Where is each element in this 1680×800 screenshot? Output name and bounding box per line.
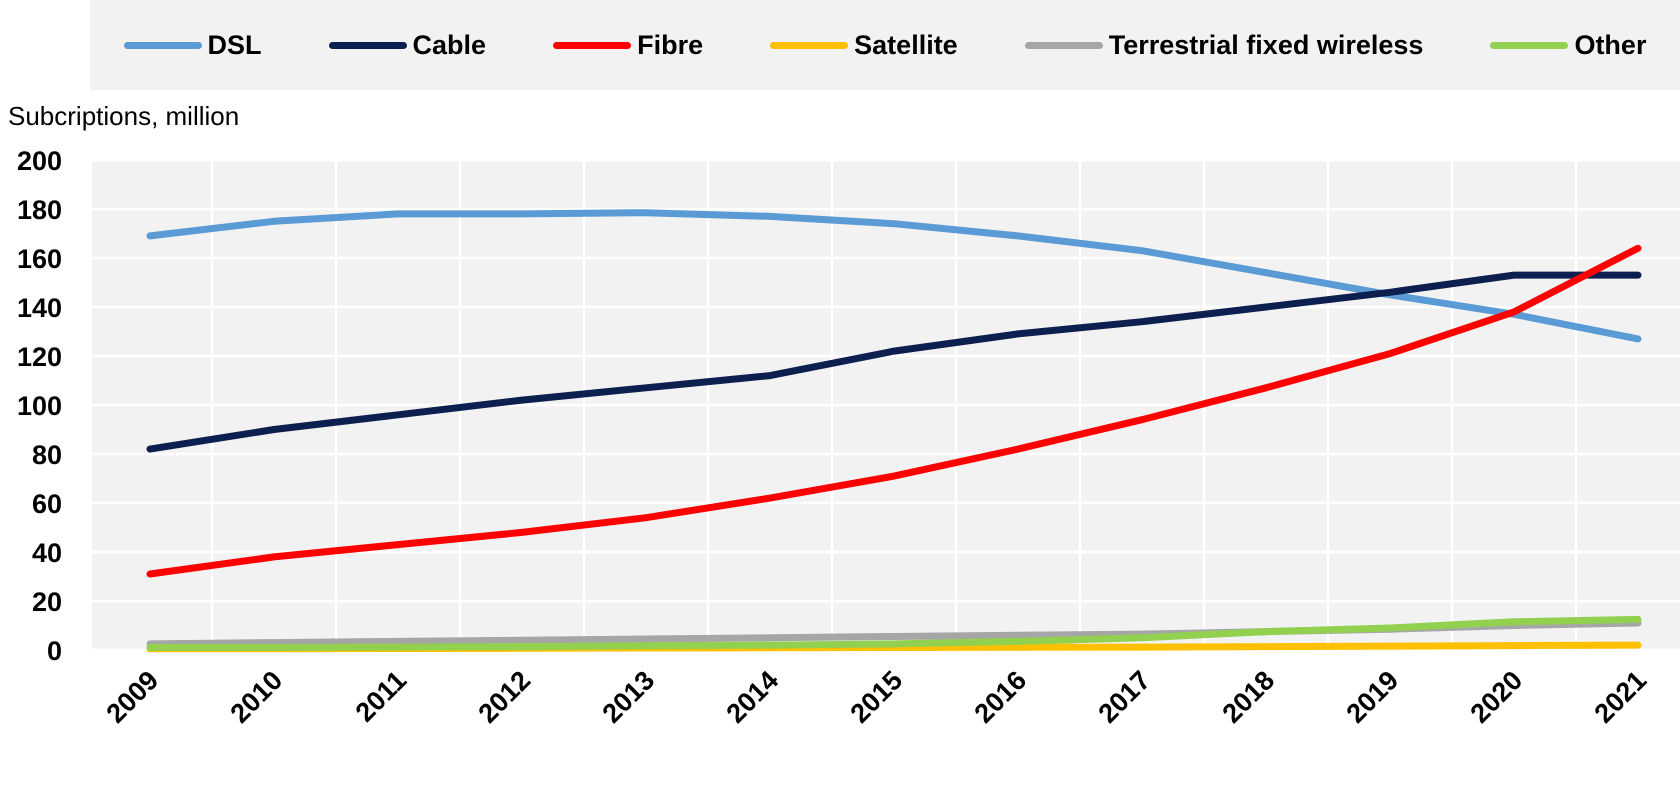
y-tick-label: 160	[17, 244, 62, 274]
y-tick-label: 60	[32, 489, 62, 519]
y-tick-label: 80	[32, 440, 62, 470]
x-tick-label: 2015	[845, 665, 909, 729]
y-tick-label: 20	[32, 587, 62, 617]
x-tick-label: 2014	[721, 665, 785, 729]
legend-label: Satellite	[854, 29, 958, 60]
legend-label: DSL	[207, 29, 262, 60]
legend-swatch	[553, 41, 632, 49]
y-tick-label: 0	[47, 636, 62, 666]
legend: DSL Cable Fibre Satellite Terrestrial fixed …	[90, 0, 1680, 90]
y-tick-label: 120	[17, 342, 62, 372]
x-tick-label: 2012	[473, 665, 537, 729]
legend-swatch	[1024, 41, 1103, 49]
x-tick-label: 2017	[1093, 665, 1157, 729]
series-line-fibre	[146, 244, 1642, 578]
x-tick-label: 2019	[1341, 665, 1405, 729]
x-tick-label: 2016	[969, 665, 1033, 729]
legend-item-fibre: Fibre	[553, 30, 703, 61]
x-tick-label: 2011	[350, 665, 413, 728]
legend-swatch	[770, 41, 849, 49]
legend-swatch	[328, 41, 407, 49]
legend-swatch	[1490, 41, 1569, 49]
series-line-cable	[146, 271, 1642, 453]
legend-label: Cable	[412, 29, 487, 60]
x-tick-label: 2009	[101, 665, 165, 729]
legend-item-dsl: DSL	[123, 29, 262, 61]
legend-label: Terrestrial fixed wireless	[1108, 29, 1424, 60]
y-tick-label: 40	[32, 538, 62, 568]
legend-item-other: Other	[1490, 30, 1646, 61]
x-tick-label: 2013	[597, 665, 661, 729]
x-tick-label: 2018	[1217, 665, 1281, 729]
y-axis-label: Subcriptions, million	[8, 101, 240, 131]
legend-swatch	[123, 41, 202, 49]
legend-label: Other	[1574, 29, 1647, 60]
legend-item-terrestrial-fixed-wireless: Terrestrial fixed wireless	[1024, 29, 1424, 61]
legend-item-cable: Cable	[328, 29, 487, 61]
y-tick-label: 200	[17, 146, 62, 176]
legend-label: Fibre	[637, 29, 704, 60]
y-tick-label: 180	[17, 195, 62, 225]
x-tick-label: 2021	[1589, 665, 1653, 729]
y-tick-label: 140	[17, 293, 62, 323]
y-tick-label: 100	[17, 391, 62, 421]
series-line-other	[146, 615, 1642, 651]
x-tick-label: 2020	[1465, 665, 1529, 729]
x-tick-label: 2010	[225, 665, 289, 729]
legend-item-satellite: Satellite	[770, 30, 958, 61]
